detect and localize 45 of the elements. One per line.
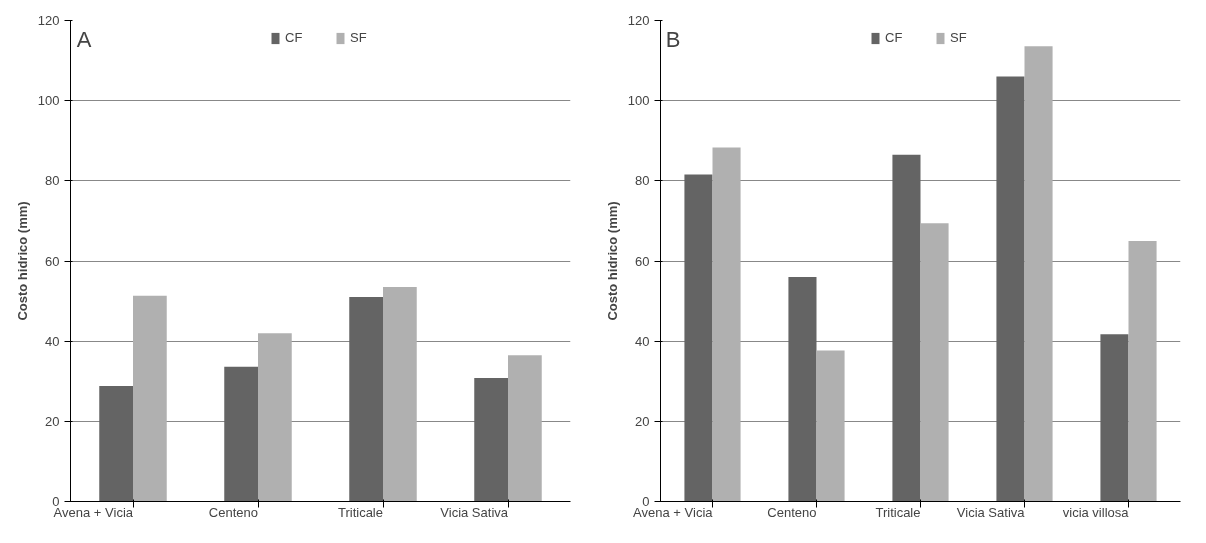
x-tick-label: Centeno (767, 505, 817, 520)
y-tick-label: 100 (627, 93, 650, 109)
y-tick-label: 60 (45, 253, 60, 269)
bar (816, 350, 845, 502)
bar (349, 297, 383, 502)
x-tick-label: Triticale (337, 505, 384, 520)
y-tick-label: 120 (627, 13, 650, 28)
chart-title: A (76, 26, 92, 52)
y-tick-label: 40 (635, 333, 650, 349)
y-tick-label: 20 (45, 413, 60, 429)
legend-label: SF (950, 30, 968, 45)
chart-title: B (665, 26, 681, 52)
y-axis-title: Costo hidrico (mm) (14, 201, 30, 321)
bar (684, 174, 713, 502)
bar (258, 333, 292, 502)
x-tick-label: Vicia Sativa (440, 505, 509, 520)
y-tick-label: 100 (37, 93, 60, 109)
bar (920, 223, 949, 502)
y-tick-label: 80 (635, 173, 650, 189)
x-tick-label: Centeno (208, 505, 259, 520)
bar (224, 366, 258, 502)
bar (712, 147, 741, 502)
bar (99, 386, 133, 502)
x-tick-label: vicia villosa (1062, 505, 1130, 520)
legend-label: CF (285, 30, 304, 45)
y-tick-label: 120 (37, 13, 60, 28)
bar (508, 355, 542, 502)
legend-label: CF (885, 30, 904, 45)
y-tick-label: 80 (45, 173, 60, 189)
bar (383, 287, 417, 502)
y-tick-label: 20 (635, 413, 650, 429)
bar (1024, 46, 1053, 502)
bar (892, 154, 921, 502)
x-tick-label: Vicia Sativa (956, 505, 1026, 520)
bar (1128, 240, 1157, 502)
y-axis-title: Costo hidrico (mm) (604, 201, 620, 321)
bar (1100, 334, 1129, 502)
bar (788, 277, 817, 502)
bar (996, 76, 1025, 502)
y-tick-label: 40 (45, 333, 60, 349)
bar (133, 295, 167, 502)
bar (474, 378, 508, 502)
y-tick-label: 60 (635, 253, 650, 269)
legend-label: SF (350, 30, 368, 45)
x-tick-label: Triticale (875, 505, 921, 520)
